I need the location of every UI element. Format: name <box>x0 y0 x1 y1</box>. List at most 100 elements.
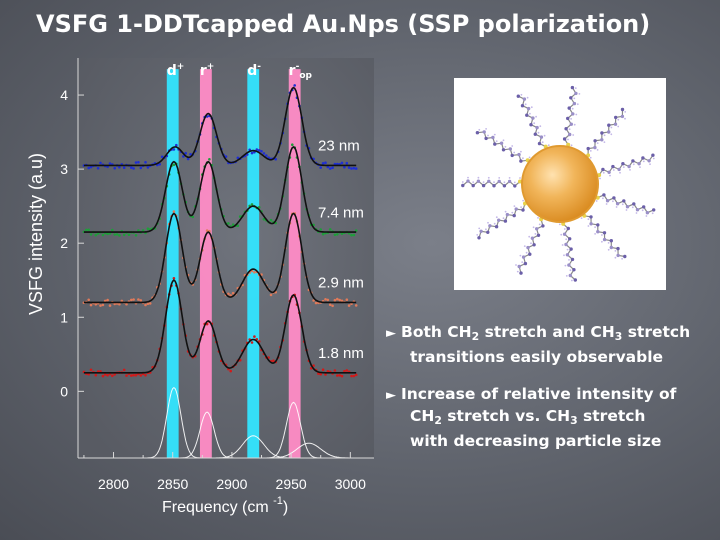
data-point <box>125 374 128 377</box>
band-r+ <box>199 69 212 458</box>
band-r-op <box>288 69 301 458</box>
data-point <box>137 229 140 232</box>
data-point <box>132 167 135 170</box>
data-point <box>328 303 332 307</box>
data-point <box>250 151 254 155</box>
nanoparticle-illustration <box>454 78 666 290</box>
data-point <box>106 374 109 377</box>
data-point <box>340 161 344 165</box>
data-point <box>205 229 209 232</box>
data-point <box>269 218 273 222</box>
data-point <box>255 148 259 151</box>
data-point <box>291 143 294 146</box>
data-point <box>118 302 121 306</box>
data-point <box>99 304 102 307</box>
data-point <box>134 161 138 164</box>
series-label: 1.8 nm <box>318 345 364 362</box>
data-point <box>122 233 126 237</box>
data-point <box>336 233 339 236</box>
data-point <box>113 373 116 376</box>
data-point <box>146 166 150 169</box>
gold-particle <box>521 145 599 223</box>
data-point <box>115 233 119 236</box>
data-point <box>340 299 344 303</box>
data-point <box>343 369 346 373</box>
data-point <box>314 301 318 305</box>
data-point <box>172 163 176 167</box>
data-point <box>333 298 337 302</box>
data-point <box>328 167 332 170</box>
data-point <box>321 368 325 372</box>
data-point <box>141 229 145 232</box>
data-point <box>354 373 358 377</box>
data-point <box>319 228 323 231</box>
data-point <box>326 370 330 373</box>
fit-line <box>83 279 357 374</box>
data-point <box>238 215 242 218</box>
data-point <box>101 303 105 307</box>
series-7-4-nm: 7.4 nm <box>82 143 364 237</box>
data-point <box>354 229 358 232</box>
data-point <box>338 374 342 377</box>
y-tick-label: 2 <box>60 235 68 251</box>
series-23-nm: 23 nm <box>82 84 360 170</box>
data-point <box>345 161 349 165</box>
data-point <box>328 228 332 231</box>
data-point <box>236 156 240 160</box>
data-point <box>134 234 138 237</box>
data-point <box>260 150 263 153</box>
data-point <box>191 215 195 219</box>
data-point <box>103 373 107 376</box>
y-axis-label: VSFG intensity (a.u) <box>26 153 46 315</box>
data-point <box>326 165 330 169</box>
data-point <box>101 374 105 378</box>
band-d- <box>247 69 260 458</box>
data-point <box>122 368 126 372</box>
x-tick-label: 2900 <box>216 476 247 492</box>
data-point <box>319 166 323 169</box>
data-point <box>137 161 140 164</box>
data-point <box>137 298 140 301</box>
data-point <box>231 291 235 295</box>
data-point <box>324 298 327 301</box>
data-point <box>324 373 327 376</box>
data-point <box>227 222 230 225</box>
data-point <box>274 157 278 161</box>
x-axis-label: Frequency (cm -1) <box>162 495 288 516</box>
data-point <box>184 151 187 155</box>
data-point <box>352 374 356 378</box>
data-point <box>89 233 93 236</box>
data-point <box>345 369 349 372</box>
fit-line <box>83 145 357 233</box>
data-point <box>250 203 254 206</box>
data-point <box>250 341 254 344</box>
data-point <box>319 372 323 376</box>
data-point <box>99 161 102 165</box>
data-point <box>87 228 90 232</box>
data-point <box>347 304 351 307</box>
data-point <box>338 298 342 302</box>
data-point <box>336 297 339 301</box>
data-point <box>253 335 256 338</box>
data-point <box>96 166 100 170</box>
data-point <box>120 299 124 303</box>
axes: 0 1 2 3 4 2800 2850 2900 2950 3000 <box>60 58 374 492</box>
spectra-series: 23 nm 7.4 nm 2.9 nm 1.8 nm <box>82 84 364 378</box>
data-point <box>111 374 114 378</box>
data-point <box>101 233 105 237</box>
data-point <box>333 369 337 372</box>
data-point <box>139 166 143 170</box>
data-point <box>347 166 351 169</box>
data-point <box>293 84 297 87</box>
data-point <box>227 292 230 296</box>
data-point <box>340 232 344 235</box>
data-point <box>132 373 135 377</box>
data-point <box>182 155 185 158</box>
data-point <box>106 298 109 302</box>
data-point <box>172 148 176 151</box>
bullet-marker-icon: ► <box>386 388 396 403</box>
data-point <box>148 302 152 305</box>
data-point <box>350 374 353 378</box>
data-point <box>144 161 147 164</box>
